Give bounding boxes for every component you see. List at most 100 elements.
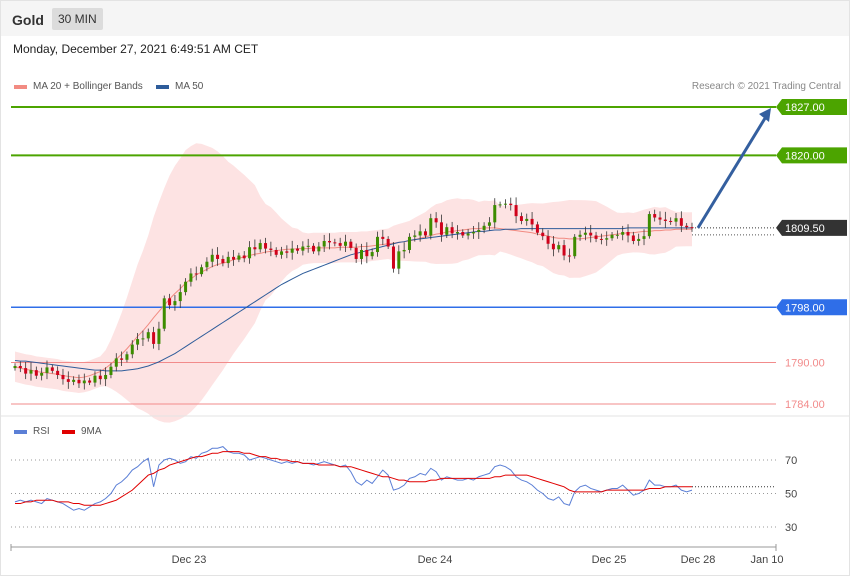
level-label-1790.00: 1790.00 [785,358,825,370]
candle-body [658,217,662,220]
candle-body [567,255,571,257]
candle-body [349,241,353,248]
candle-body [557,245,561,250]
candle-body [674,218,678,222]
rsi-tick-label: 70 [785,455,797,467]
candle-body [317,246,321,252]
candle-body [72,379,76,382]
level-label-1798.00: 1798.00 [785,302,825,314]
candle-body [407,236,411,250]
timeframe-button[interactable]: 30 MIN [52,8,103,30]
candle-body [120,358,124,360]
candle-body [88,380,92,383]
candle-body [200,267,204,275]
legend-9ma: 9MA [62,426,102,437]
candle-body [445,227,449,235]
x-tick-label: Jan 10 [750,554,783,566]
candle-body [461,232,465,236]
legend-label-ma50: MA 50 [175,81,204,92]
candle-body [104,374,108,380]
candle-body [344,241,348,246]
ma50-line [14,227,692,372]
candle-body [450,227,454,234]
candle-body [562,245,566,256]
candle-body [285,251,289,253]
candle-body [56,370,60,375]
candle-body [610,234,614,239]
candle-body [312,245,316,252]
candle-body [402,249,406,252]
candle-body [359,249,363,259]
candle-body [455,232,459,234]
candle-body [125,354,129,360]
legend-swatch-rsi [14,429,27,434]
candle-body [77,379,81,384]
candle-body [157,328,161,344]
rsi-tick-label: 50 [785,489,797,501]
candle-body [637,238,641,241]
candle-body [98,375,102,380]
candle-body [130,344,134,355]
forecast-arrow-shaft [696,114,769,229]
rsi-line [14,446,693,511]
candle-body [375,236,379,253]
candle-body [599,238,603,240]
candle-body [141,338,145,340]
candle-body [322,240,326,247]
candle-body [647,214,651,237]
candle-body [93,375,97,383]
candle-body [578,234,582,237]
candle-body [370,252,374,257]
candle-body [391,246,395,269]
candle-body [487,222,491,226]
candle-body [328,240,332,243]
candle-body [477,229,481,233]
legend-rsi: RSI [14,426,50,437]
level-label-1827.00: 1827.00 [785,102,825,114]
level-tag-1809.50 [776,219,847,236]
legend-swatch-ma50 [156,84,169,89]
x-tick-label: Dec 25 [592,554,627,566]
candle-body [114,358,118,367]
candle-body [434,218,438,223]
candle-body [594,235,598,239]
candle-body [471,232,475,234]
candle-body [232,256,236,260]
candle-body [258,243,262,250]
candle-body [423,231,427,236]
candle-body [226,256,230,264]
level-label-1809.50: 1809.50 [785,223,825,235]
candle-body [333,242,337,244]
candle-body [546,236,550,244]
level-tag-1798.00 [776,299,847,316]
x-tick-label: Dec 28 [681,554,716,566]
candle-body [34,370,38,376]
legend-label-ma20: MA 20 + Bollinger Bands [33,81,143,92]
candle-body [530,218,534,225]
candle-body [168,298,172,306]
candle-body [679,218,683,226]
candle-body [205,261,209,268]
candle-body [642,236,646,239]
x-tick-label: Dec 24 [418,554,453,566]
candle-body [551,243,555,250]
candle-body [525,218,529,221]
candle-body [621,232,625,235]
candle-body [669,220,673,222]
candle-body [413,235,417,237]
candle-body [535,224,539,233]
level-label-1820.00: 1820.00 [785,150,825,162]
candle-body [280,251,284,255]
header-bar: Gold 30 MIN [1,1,849,36]
instrument-title: Gold [12,12,44,28]
legend-swatch-ma20 [14,84,27,89]
rsi-tick-label: 30 [785,522,797,534]
candle-body [429,218,433,236]
candle-body [242,255,246,259]
forecast-arrow-head [759,108,771,122]
candle-body [466,233,470,236]
candle-body [493,205,497,223]
candle-body [184,281,188,293]
candle-body [439,222,443,235]
